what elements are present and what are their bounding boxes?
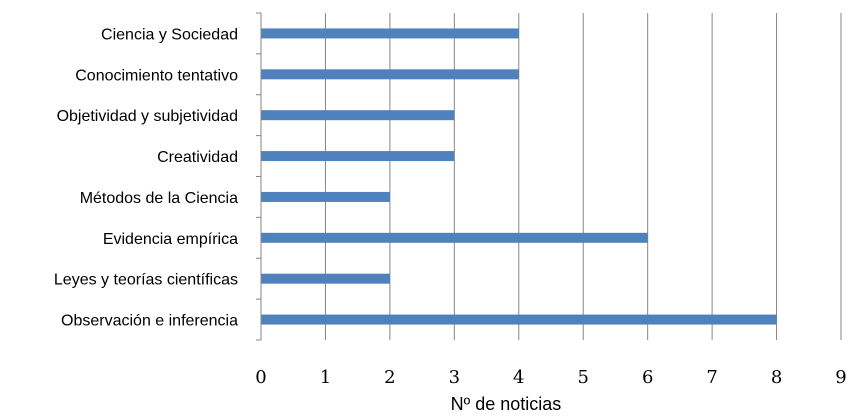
x-tick-label-7: 7 bbox=[706, 367, 717, 388]
bar-6 bbox=[261, 232, 648, 243]
x-tick-label-1: 1 bbox=[320, 367, 331, 388]
category-label-6: Evidencia empírica bbox=[103, 231, 238, 248]
x-tick-label-4: 4 bbox=[513, 367, 524, 388]
category-label-2: Conocimiento tentativo bbox=[75, 67, 238, 84]
x-tick-label-3: 3 bbox=[449, 367, 460, 388]
category-label-3: Objetividad y subjetividad bbox=[57, 108, 238, 125]
bar-5 bbox=[261, 191, 390, 202]
bar-3 bbox=[261, 110, 455, 121]
bar-2 bbox=[261, 69, 519, 80]
category-label-8: Observación e inferencia bbox=[61, 313, 238, 330]
bar-series bbox=[261, 28, 777, 325]
category-label-7: Leyes y teorías científicas bbox=[54, 272, 238, 289]
x-axis-title: Nº de noticias bbox=[451, 394, 562, 414]
x-tick-label-5: 5 bbox=[577, 367, 588, 388]
category-labels: Ciencia y Sociedad Conocimiento tentativo… bbox=[54, 26, 238, 329]
gridlines bbox=[256, 12, 842, 341]
x-tick-labels: 0 1 2 3 4 5 6 7 8 9 bbox=[255, 367, 846, 388]
bar-4 bbox=[261, 151, 455, 162]
x-tick-label-2: 2 bbox=[384, 367, 395, 388]
bar-1 bbox=[261, 28, 519, 39]
x-tick-label-6: 6 bbox=[642, 367, 653, 388]
x-tick-label-0: 0 bbox=[255, 367, 266, 388]
bar-7 bbox=[261, 273, 390, 284]
category-label-1: Ciencia y Sociedad bbox=[101, 26, 238, 43]
x-tick-label-9: 9 bbox=[835, 367, 846, 388]
category-label-4: Creatividad bbox=[157, 149, 238, 166]
bar-8 bbox=[261, 314, 777, 325]
category-label-5: Métodos de la Ciencia bbox=[80, 190, 238, 207]
x-tick-label-8: 8 bbox=[771, 367, 782, 388]
